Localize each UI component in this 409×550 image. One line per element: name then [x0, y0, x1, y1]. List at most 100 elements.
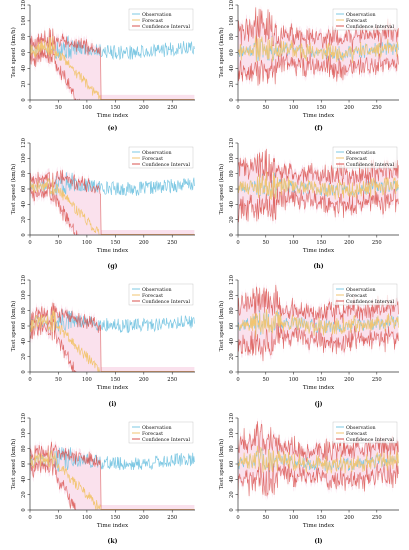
- x-tick-label: 250: [167, 377, 177, 383]
- legend-label: Forecast: [346, 431, 367, 437]
- forecast-series: [30, 309, 195, 372]
- y-tick-label: 120: [229, 413, 235, 423]
- x-tick-label: 100: [289, 377, 299, 383]
- y-tick-label: 0: [229, 233, 235, 236]
- y-tick-label: 20: [21, 216, 27, 223]
- y-tick-label: 80: [21, 445, 27, 452]
- y-tick-label: 100: [21, 153, 27, 163]
- forecast-series: [238, 445, 399, 474]
- y-axis-label: Test speed (km/h): [218, 301, 225, 351]
- legend-label: Forecast: [346, 293, 367, 299]
- legend-label: Confidence Interval: [346, 299, 395, 305]
- x-tick-label: 50: [55, 515, 62, 521]
- x-tick-label: 50: [262, 105, 269, 111]
- legend-label: Observation: [142, 12, 172, 18]
- y-tick-label: 40: [229, 476, 235, 483]
- legend-label: Forecast: [346, 156, 367, 162]
- y-tick-label: 20: [229, 353, 235, 360]
- y-tick-label: 20: [229, 216, 235, 223]
- y-tick-label: 80: [229, 33, 235, 40]
- y-tick-label: 100: [229, 16, 235, 26]
- panel-caption: (j): [314, 401, 322, 408]
- legend-label: Forecast: [142, 156, 163, 162]
- y-tick-label: 0: [229, 98, 235, 101]
- plot-area: [238, 5, 399, 91]
- y-tick-label: 80: [21, 33, 27, 40]
- x-axis-label: Time index: [303, 113, 335, 119]
- plot-area: [30, 23, 195, 100]
- plot-area: [30, 298, 195, 372]
- legend-label: Observation: [142, 287, 172, 293]
- plot-area: [238, 280, 399, 366]
- observation-series: [30, 447, 195, 472]
- x-tick-label: 0: [28, 240, 31, 246]
- forecast-series: [30, 178, 195, 235]
- y-tick-label: 0: [21, 370, 27, 373]
- legend-label: Confidence Interval: [142, 24, 191, 30]
- y-axis-label: Test speed (km/h): [10, 301, 17, 351]
- x-tick-label: 50: [262, 377, 269, 383]
- forecast-series: [238, 308, 399, 338]
- observation-series: [30, 35, 195, 61]
- x-tick-label: 100: [82, 515, 92, 521]
- x-tick-label: 200: [139, 377, 149, 383]
- panel-caption: (e): [108, 125, 118, 132]
- legend-box: [128, 8, 194, 31]
- legend-label: Forecast: [142, 18, 163, 24]
- interval-upper-series: [238, 284, 399, 329]
- x-tick-label: 250: [372, 105, 382, 111]
- x-axis-label: Time index: [303, 523, 335, 529]
- x-tick-label: 50: [262, 240, 269, 246]
- legend-box: [332, 283, 398, 306]
- x-tick-label: 50: [55, 240, 62, 246]
- panel-caption: (f): [314, 125, 323, 132]
- x-tick-label: 200: [139, 515, 149, 521]
- panel-caption: (g): [107, 263, 117, 270]
- forecast-series: [238, 171, 399, 201]
- x-tick-label: 150: [110, 515, 120, 521]
- legend-box: [128, 421, 194, 444]
- x-tick-label: 250: [372, 377, 382, 383]
- legend-label: Observation: [142, 150, 172, 156]
- x-tick-label: 200: [344, 105, 354, 111]
- y-tick-label: 60: [229, 186, 235, 193]
- x-tick-label: 100: [289, 105, 299, 111]
- plot-area: [30, 437, 195, 510]
- x-tick-label: 0: [236, 240, 239, 246]
- x-tick-label: 100: [82, 105, 92, 111]
- y-tick-label: 120: [229, 138, 235, 148]
- y-tick-label: 80: [21, 170, 27, 177]
- legend-label: Confidence Interval: [346, 24, 395, 30]
- y-axis-label: Test speed (km/h): [10, 27, 17, 77]
- x-tick-label: 150: [316, 515, 326, 521]
- y-tick-label: 80: [229, 170, 235, 177]
- x-tick-label: 100: [82, 240, 92, 246]
- y-tick-label: 60: [21, 323, 27, 330]
- plot-area: [30, 165, 195, 235]
- legend-label: Observation: [346, 150, 376, 156]
- panel-l: 0 50 100 150 200 250 0 20 40 60 80 100 120 Time index…: [218, 413, 399, 545]
- x-tick-label: 50: [55, 377, 62, 383]
- y-tick-label: 20: [21, 491, 27, 498]
- y-tick-label: 120: [229, 275, 235, 285]
- y-tick-label: 80: [229, 445, 235, 452]
- legend-label: Confidence Interval: [346, 437, 395, 443]
- panel-i: 0 50 100 150 200 250 0 20 40 60 80 100 120 Time index…: [10, 275, 195, 408]
- x-tick-label: 250: [167, 240, 177, 246]
- interval-upper-series: [30, 28, 195, 100]
- x-tick-label: 100: [82, 377, 92, 383]
- interval-lower-series: [238, 322, 399, 362]
- y-tick-label: 0: [21, 98, 27, 101]
- y-tick-label: 100: [229, 428, 235, 438]
- x-axis-label: Time index: [97, 113, 129, 119]
- y-tick-label: 40: [229, 201, 235, 208]
- panel-k: 0 50 100 150 200 250 0 20 40 60 80 100 120 Time index…: [10, 413, 195, 545]
- x-tick-label: 250: [167, 515, 177, 521]
